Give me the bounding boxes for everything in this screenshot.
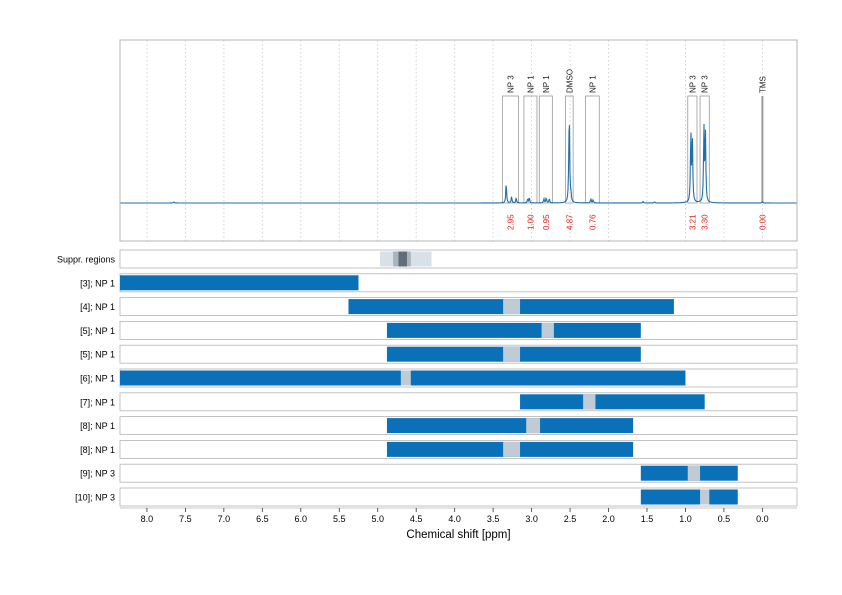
x-tick-label: 5.0 xyxy=(371,514,384,524)
x-tick-label: 7.0 xyxy=(218,514,231,524)
peak-region-value: 3.30 xyxy=(701,214,710,230)
peak-region-label: NP 1 xyxy=(588,75,597,93)
range-gap xyxy=(503,441,521,457)
range-row: [8]; NP 1 xyxy=(80,439,798,459)
peak-region-value: 4.87 xyxy=(565,214,574,230)
peak-region-value: 0.76 xyxy=(588,214,597,230)
row-panel xyxy=(119,249,798,269)
row-label: [3]; NP 1 xyxy=(80,278,115,288)
row-panel xyxy=(119,463,798,483)
range-gap xyxy=(583,394,596,410)
peak-region-value: 3.21 xyxy=(688,214,697,230)
range-bar xyxy=(520,394,705,410)
range-bar xyxy=(640,489,738,505)
x-tick-label: 6.0 xyxy=(295,514,308,524)
row-label: [8]; NP 1 xyxy=(80,445,115,455)
x-tick-label: 2.0 xyxy=(602,514,615,524)
peak-region-value: 0.00 xyxy=(758,214,767,230)
suppression-row: Suppr. regions xyxy=(57,249,798,269)
peak-region-label: NP 1 xyxy=(526,75,535,93)
peak-region-box xyxy=(565,95,574,204)
x-tick-label: 0.5 xyxy=(718,514,731,524)
peak-region-value: 2.95 xyxy=(506,214,515,230)
row-label: [5]; NP 1 xyxy=(80,350,115,360)
range-gap xyxy=(503,299,521,315)
peak-region-label: NP 3 xyxy=(506,75,515,93)
peak-region-boxes xyxy=(501,95,764,204)
peak-region-box xyxy=(523,95,538,204)
x-axis: 8.0 7.5 7.0 6.5 6.0 5.5 5.0 4.5 4.0 3.5 3.0 2.5 2.0 1… xyxy=(120,507,797,524)
range-bar xyxy=(120,275,359,291)
peak-region-box xyxy=(699,95,710,204)
range-row: [9]; NP 3 xyxy=(80,463,798,483)
x-tick-label: 4.5 xyxy=(410,514,423,524)
range-gap xyxy=(687,465,701,481)
row-panel xyxy=(119,487,798,507)
x-tick-label: 5.5 xyxy=(333,514,346,524)
peak-region-label: DMSO xyxy=(565,69,574,93)
range-row: [5]; NP 1 xyxy=(80,320,798,340)
x-tick-label: 6.5 xyxy=(256,514,269,524)
range-row: [5]; NP 1 xyxy=(80,344,798,364)
row-label: [6]; NP 1 xyxy=(80,374,115,384)
range-row: [7]; NP 1 xyxy=(80,392,798,412)
x-tick-label: 2.5 xyxy=(564,514,577,524)
peak-region-label: TMS xyxy=(758,76,767,93)
x-tick-label: 3.0 xyxy=(525,514,538,524)
range-gap xyxy=(526,418,541,434)
range-rows: Suppr. regions [3]; NP 1 [4]; NP 1 [5]; NP … xyxy=(57,249,798,507)
range-bar xyxy=(386,418,634,434)
spectrum-line xyxy=(120,123,797,204)
range-bar xyxy=(386,322,641,338)
spectrum-grid xyxy=(146,40,763,241)
peak-region-box xyxy=(501,95,519,204)
row-label: [4]; NP 1 xyxy=(80,302,115,312)
x-tick-label: 8.0 xyxy=(141,514,154,524)
peak-region-value: 1.00 xyxy=(526,214,535,230)
x-tick-label: 4.0 xyxy=(448,514,461,524)
range-row: [6]; NP 1 xyxy=(80,368,798,388)
x-tick-label: 0.0 xyxy=(756,514,769,524)
peak-region-box xyxy=(585,95,600,204)
range-row: [4]; NP 1 xyxy=(80,297,798,317)
row-label: [9]; NP 3 xyxy=(80,469,115,479)
row-label: [7]; NP 1 xyxy=(80,397,115,407)
row-label: [8]; NP 1 xyxy=(80,421,115,431)
spectrum-panel xyxy=(119,39,798,242)
range-row: [3]; NP 1 xyxy=(80,273,798,293)
range-row: [8]; NP 1 xyxy=(80,416,798,436)
row-label: [5]; NP 1 xyxy=(80,326,115,336)
range-row: [10]; NP 3 xyxy=(75,487,798,507)
peak-region-label: NP 1 xyxy=(542,75,551,93)
x-tick-label: 7.5 xyxy=(179,514,192,524)
row-label: Suppr. regions xyxy=(57,255,116,265)
suppression-band-core xyxy=(398,251,407,267)
range-gap xyxy=(541,322,554,338)
peak-region-box xyxy=(538,95,553,204)
range-gap xyxy=(700,489,710,505)
range-gap xyxy=(400,370,411,386)
peak-region-labels: NP 3 2.95 NP 1 1.00 NP 1 0.95 DMSO 4.87 NP 1 0.76… xyxy=(506,69,767,230)
x-tick-label: 1.0 xyxy=(679,514,692,524)
x-axis-label: Chemical shift [ppm] xyxy=(406,529,510,541)
peak-region-value: 0.95 xyxy=(542,214,551,230)
peak-region-label: NP 3 xyxy=(701,75,710,93)
peak-region-label: NP 3 xyxy=(688,75,697,93)
x-tick-label: 1.5 xyxy=(641,514,654,524)
row-label: [10]; NP 3 xyxy=(75,493,115,503)
peak-region-box xyxy=(687,95,698,204)
range-gap xyxy=(503,346,521,362)
x-tick-label: 3.5 xyxy=(487,514,500,524)
